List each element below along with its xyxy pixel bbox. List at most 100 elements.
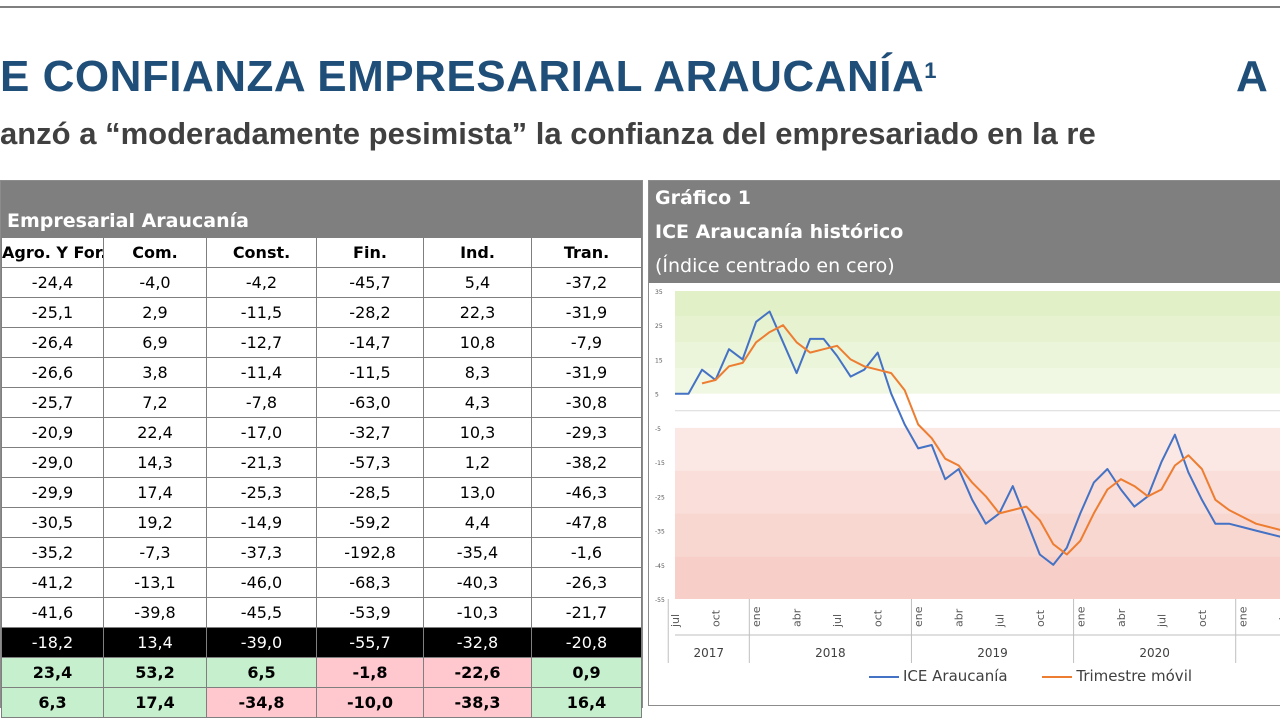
table-cell: -192,8 [316,537,424,568]
sector-data-table: Agro. Y For. Com. Const. Fin. Ind. Tran. -24,… [1,237,642,718]
table-cell: -26,6 [1,357,104,388]
chart-band [675,316,1280,343]
table-cell: -17,0 [206,417,317,448]
table-row: -35,2 -7,3 -37,3 -192,8 -35,4 -1,6 [1,537,642,568]
chart-band [675,470,1280,514]
x-tick-label: abr [953,608,966,627]
chart-band [675,291,1280,317]
x-tick-label: ene [912,606,925,627]
y-tick-label: -5 [655,426,661,433]
table-cell: -68,3 [316,567,424,598]
column-header: Com. [103,237,207,268]
table-row: -29,0 14,3 -21,3 -57,3 1,2 -38,2 [1,447,642,478]
year-label: 2020 [1139,646,1170,660]
table-cell: 0,9 [531,657,642,688]
table-row: -26,4 6,9 -12,7 -14,7 10,8 -7,9 [1,327,642,358]
table-header-row: Agro. Y For. Com. Const. Fin. Ind. Tran. [1,237,642,268]
table-cell: -1,8 [316,657,424,688]
legend-label-trimestre: Trimestre móvil [1076,667,1193,685]
chart-label: Gráfico 1 [655,187,752,209]
table-row: -29,9 17,4 -25,3 -28,5 13,0 -46,3 [1,477,642,508]
table-cell: -4,2 [206,267,317,298]
y-tick-label: 35 [655,289,663,296]
table-row-variation: 23,4 53,2 6,5 -1,8 -22,6 0,9 [1,657,642,688]
table-cell: 3,8 [103,357,207,388]
table-cell: 17,4 [103,687,207,718]
table-cell: 17,4 [103,477,207,508]
table-cell: -14,9 [206,507,317,538]
table-cell: -26,4 [1,327,104,358]
table-cell: 6,9 [103,327,207,358]
y-tick-label: -45 [655,563,665,570]
x-tick-label: oct [872,609,885,627]
table-cell: -35,2 [1,537,104,568]
chart-band [675,368,1280,394]
x-tick-label: abr [1277,608,1280,627]
table-cell: -7,9 [531,327,642,358]
table-cell: 14,3 [103,447,207,478]
table-cell: 22,3 [423,297,532,328]
table-cell: 13,0 [423,477,532,508]
table-cell: -39,0 [206,627,317,658]
chart-subtitle: (Índice centrado en cero) [655,255,895,277]
table-cell: -10,3 [423,597,532,628]
page-subtitle: anzó a “moderadamente pesimista” la conf… [0,116,1096,151]
table-cell: -37,3 [206,537,317,568]
table-cell: 7,2 [103,387,207,418]
column-header: Ind. [423,237,532,268]
table-cell: -31,9 [531,297,642,328]
table-cell: -4,0 [103,267,207,298]
y-tick-label: -35 [655,529,665,536]
page-title: E CONFIANZA EMPRESARIAL ARAUCANÍA1 [0,52,937,101]
table-cell: -63,0 [316,387,424,418]
table-cell: -7,8 [206,387,317,418]
table-row: -41,6 -39,8 -45,5 -53,9 -10,3 -21,7 [1,597,642,628]
legend-swatch-trimestre [1042,675,1073,678]
table-cell: -29,9 [1,477,104,508]
table-cell: 10,8 [423,327,532,358]
y-tick-label: -55 [655,597,665,604]
table-cell: 10,3 [423,417,532,448]
table-cell: -22,6 [423,657,532,688]
table-cell: 13,4 [103,627,207,658]
table-cell: -11,5 [316,357,424,388]
chart-band [675,513,1280,557]
table-cell: 4,4 [423,507,532,538]
x-tick-label: jul [1155,614,1168,628]
x-tick-label: oct [710,609,723,627]
table-cell: -47,8 [531,507,642,538]
table-cell: -31,9 [531,357,642,388]
table-cell: 19,2 [103,507,207,538]
table-cell: -55,7 [316,627,424,658]
table-cell: -7,3 [103,537,207,568]
table-cell: -34,8 [206,687,317,718]
table-cell: -37,2 [531,267,642,298]
table-body: -24,4 -4,0 -4,2 -45,7 5,4 -37,2 -25,1 2,9 -11,5-… [1,267,642,718]
table-cell: -53,9 [316,597,424,628]
legend-swatch-ice [869,675,899,678]
table-cell: 2,9 [103,297,207,328]
table-cell: -29,3 [531,417,642,448]
table-cell: -38,3 [423,687,532,718]
x-tick-label: jul [831,614,844,628]
column-header: Agro. Y For. [1,237,104,268]
table-row: -30,5 19,2 -14,9 -59,2 4,4 -47,8 [1,507,642,538]
table-cell: -45,5 [206,597,317,628]
table-cell: -20,8 [531,627,642,658]
y-tick-label: 15 [655,357,663,364]
table-row: -24,4 -4,0 -4,2 -45,7 5,4 -37,2 [1,267,642,298]
table-cell: -24,4 [1,267,104,298]
x-tick-label: oct [1196,609,1209,627]
table-header-bar: Empresarial Araucanía [1,181,642,237]
x-tick-label: abr [791,608,804,627]
table-cell: -11,5 [206,297,317,328]
title-footnote: 1 [924,58,937,83]
x-tick-label: ene [750,606,763,627]
table-row: -41,2 -13,1 -46,0 -68,3 -40,3 -26,3 [1,567,642,598]
table-cell: -45,7 [316,267,424,298]
table-cell: -32,7 [316,417,424,448]
table-cell: 5,4 [423,267,532,298]
table-cell: -26,3 [531,567,642,598]
table-cell: -21,3 [206,447,317,478]
table-cell: -39,8 [103,597,207,628]
